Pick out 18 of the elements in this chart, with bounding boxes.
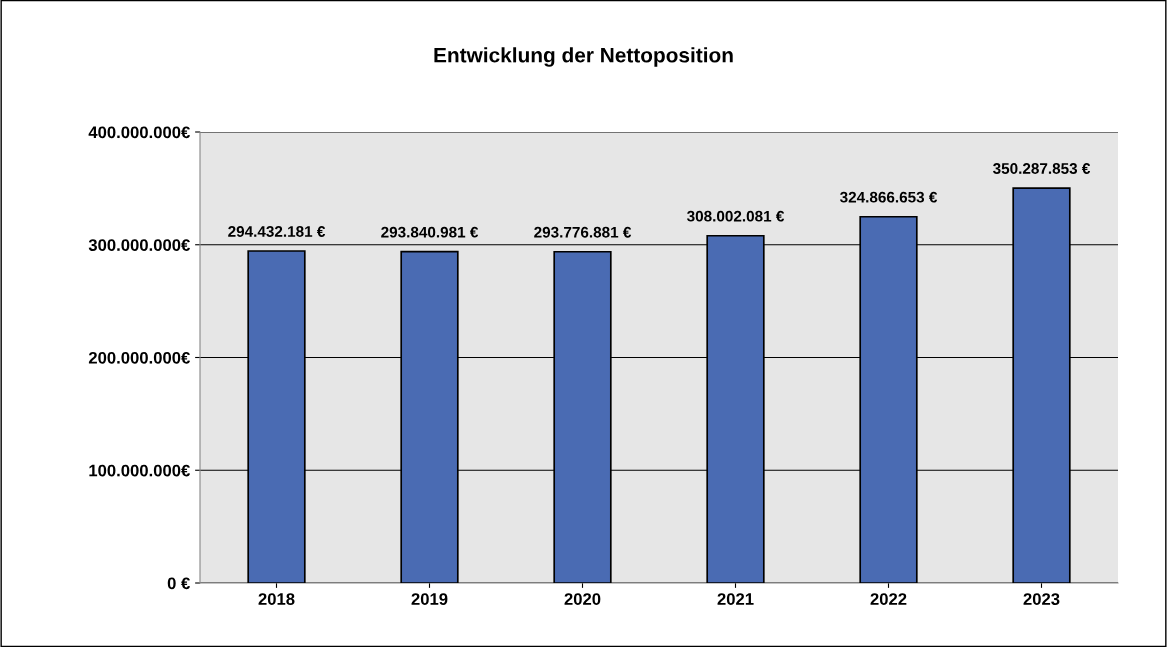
x-tick-label: 2018: [258, 593, 295, 605]
y-tick-label: 400.000.000€: [88, 126, 190, 139]
x-tick-label: 2022: [870, 593, 907, 605]
data-label: 293.776.881 €: [534, 226, 632, 238]
y-tick-label: 300.000.000€: [88, 239, 190, 251]
y-tick-label: 200.000.000€: [88, 351, 190, 364]
data-label: 294.432.181 €: [228, 226, 326, 237]
x-tick-label: 2020: [564, 593, 601, 605]
y-tick-label: 100.000.000€: [89, 464, 190, 477]
x-tick-label: 2023: [1023, 593, 1060, 605]
data-label: 293.840.981 €: [381, 226, 479, 238]
data-label: 324.866.653 €: [840, 191, 938, 203]
x-tick-label: 2021: [717, 593, 754, 605]
data-label: 350.287.853 €: [993, 163, 1091, 174]
x-tick-label: 2019: [411, 593, 448, 605]
y-tick-label: 0 €: [167, 577, 190, 590]
chart-title: Entwicklung der Nettoposition: [434, 47, 733, 67]
data-label: 308.002.081 €: [687, 210, 785, 222]
